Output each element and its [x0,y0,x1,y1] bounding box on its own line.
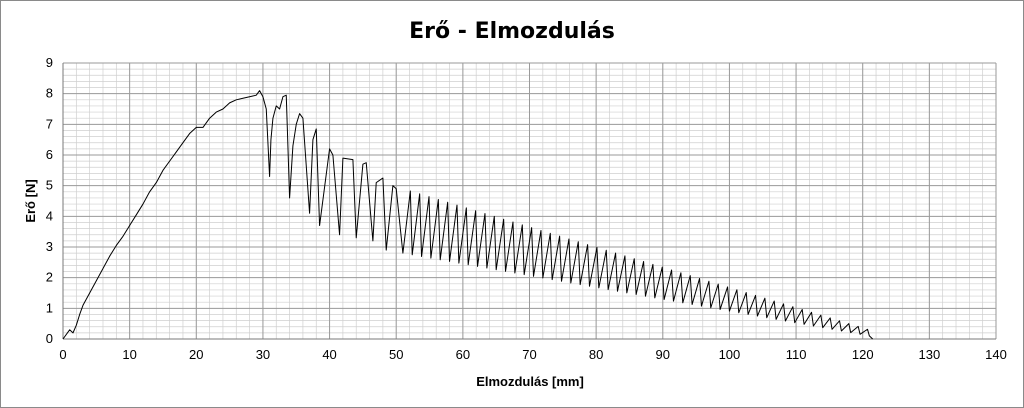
x-tick-label: 90 [656,347,670,362]
x-tick-label: 10 [122,347,136,362]
y-tick-label: 9 [46,55,53,70]
x-tick-label: 140 [985,347,1007,362]
y-tick-labels: 0 1 2 3 4 5 6 7 8 9 [46,55,53,346]
y-axis-label: Erő [N] [23,179,38,222]
y-tick-label: 1 [46,300,53,315]
x-tick-label: 120 [852,347,874,362]
x-tick-label: 110 [786,347,807,362]
y-tick-label: 5 [46,178,53,193]
x-tick-label: 80 [589,347,603,362]
x-tick-label: 70 [522,347,536,362]
major-gridlines [62,62,997,340]
x-tick-label: 130 [919,347,941,362]
series-group [62,90,874,340]
y-tick-label: 7 [46,116,53,131]
chart-title: Erő - Elmozdulás [409,19,615,44]
x-tick-label: 20 [189,347,203,362]
x-axis-label: Elmozdulás [mm] [476,374,584,389]
x-tick-label: 30 [256,347,270,362]
x-tick-label: 50 [389,347,403,362]
y-tick-label: 6 [46,147,53,162]
series-line [62,90,874,340]
y-tick-label: 4 [46,208,53,223]
y-tick-label: 8 [46,86,53,101]
x-tick-label: 0 [59,347,66,362]
x-tick-label: 100 [719,347,741,362]
y-tick-label: 2 [46,270,53,285]
y-tick-label: 3 [46,239,53,254]
x-tick-label: 60 [456,347,470,362]
y-tick-label: 0 [46,331,53,346]
x-tick-label: 40 [322,347,336,362]
x-tick-labels: 0 10 20 30 40 50 60 70 80 90 100 110 120 130 140 [59,347,1006,362]
